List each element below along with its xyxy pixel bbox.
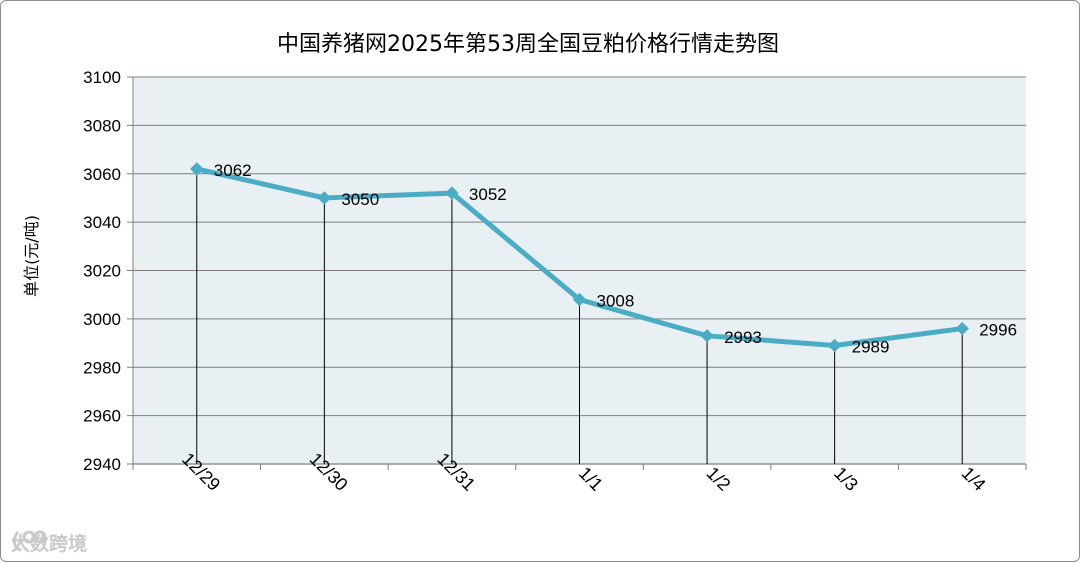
y-tick-label: 3040	[83, 213, 121, 232]
y-tick-label: 3100	[83, 68, 121, 87]
y-tick-label: 2940	[83, 455, 121, 474]
y-tick-label: 3060	[83, 165, 121, 184]
x-tick-label: 1/2	[703, 463, 735, 495]
y-axis-label: 单位(元/吨)	[22, 215, 41, 297]
double-circle-logo-icon	[12, 530, 47, 552]
watermark: 大数跨境	[11, 527, 87, 557]
y-tick-label: 2980	[83, 358, 121, 377]
y-tick-label: 3020	[83, 262, 121, 281]
data-point-marker	[445, 186, 459, 200]
data-point-marker	[700, 329, 714, 343]
data-labels: 3062 3050 3052 3008 2993 2989 2996	[214, 161, 1017, 357]
watermark-text: 大数跨境	[11, 532, 88, 555]
x-tick-label: 1/1	[575, 463, 607, 495]
data-point-marker	[572, 292, 587, 307]
y-tick-label: 3080	[83, 116, 121, 135]
data-label-1/1: 3008	[597, 292, 635, 311]
data-label-12/31: 3052	[469, 185, 507, 204]
data-point-marker	[190, 162, 204, 176]
data-point-marker	[955, 321, 969, 336]
y-axis-ticks: 2940 2960 2980 3000 3020 3040 3060 3080 3100	[83, 68, 133, 474]
data-label-12/30: 3050	[341, 190, 379, 209]
y-tick-label: 3000	[83, 310, 121, 329]
data-label-12/29: 3062	[214, 161, 252, 180]
chart-title: 中国养猪网2025年第53周全国豆粕价格行情走势图	[277, 32, 779, 57]
data-label-1/3: 2989	[852, 337, 890, 356]
x-tick-label: 1/3	[830, 463, 862, 495]
series-markers	[190, 162, 969, 353]
x-tick-label: 1/4	[958, 463, 990, 495]
data-label-1/2: 2993	[724, 328, 762, 347]
data-point-marker	[827, 338, 842, 353]
y-tick-label: 2960	[83, 407, 121, 426]
data-point-marker	[317, 191, 332, 205]
data-label-1/4: 2996	[979, 321, 1017, 340]
drop-lines	[196, 168, 963, 464]
